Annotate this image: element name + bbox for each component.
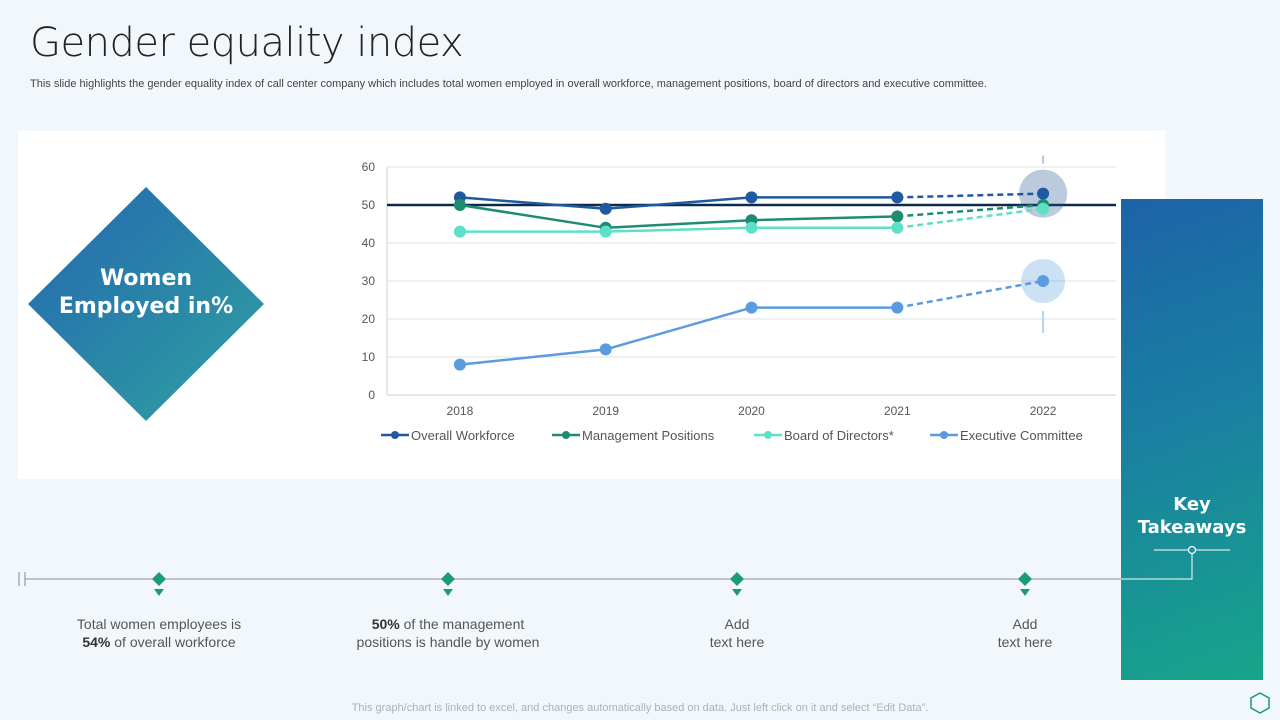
takeaway-1-line1: Total women employees is xyxy=(76,616,242,632)
series-line-board xyxy=(459,226,898,233)
takeaway-3-line1: Add xyxy=(724,616,750,632)
takeaway-2-line2: positions is handle by women xyxy=(356,634,540,650)
timeline-arrow-1 xyxy=(154,589,164,596)
takeaway-2-line1: 50% of the management xyxy=(338,615,558,633)
data-point-board xyxy=(745,221,758,234)
diamond-label: Women Employed in% xyxy=(28,265,264,321)
data-point-board xyxy=(599,225,612,238)
data-point-overall xyxy=(745,191,758,204)
data-point-overall xyxy=(891,191,904,204)
timeline-diamond-1 xyxy=(152,572,166,586)
series-line-overall xyxy=(459,196,898,211)
timeline-arrow-3 xyxy=(732,589,742,596)
series-forecast-management xyxy=(897,203,1044,218)
key-takeaways-line2: Takeaways xyxy=(1137,517,1247,538)
data-point-management xyxy=(891,210,904,223)
data-point-board xyxy=(891,221,904,234)
legend-marker-overall xyxy=(391,431,399,439)
timeline-diamond-3 xyxy=(730,572,744,586)
takeaway-2: 50% of the management positions is handl… xyxy=(338,615,558,651)
takeaway-1-rest: of overall workforce xyxy=(110,634,236,650)
takeaway-3-line2: text here xyxy=(709,634,765,650)
data-point-executive xyxy=(453,358,466,371)
footer-note: This graph/chart is linked to excel, and… xyxy=(351,702,929,714)
key-takeaways-panel xyxy=(1121,199,1263,680)
series-forecast-executive xyxy=(897,279,1044,309)
y-tick-label: 50 xyxy=(362,198,376,212)
takeaway-4: Add text here xyxy=(915,615,1135,651)
data-point-overall xyxy=(1037,187,1050,200)
legend-label-overall: Overall Workforce xyxy=(411,428,515,443)
y-tick-label: 20 xyxy=(362,312,376,326)
diamond-label-line1: Women xyxy=(99,266,193,291)
legend-marker-executive xyxy=(940,431,948,439)
takeaway-2-rest: of the management xyxy=(399,616,525,632)
page-subtitle: This slide highlights the gender equalit… xyxy=(30,78,987,90)
y-tick-label: 0 xyxy=(368,388,375,402)
timeline-diamond-2 xyxy=(441,572,455,586)
series-line-executive xyxy=(459,306,898,366)
legend-label-board: Board of Directors* xyxy=(784,428,894,443)
legend-label-management: Management Positions xyxy=(582,428,715,443)
data-point-executive xyxy=(891,301,904,314)
hexagon-icon xyxy=(1250,692,1270,714)
legend-marker-management xyxy=(562,431,570,439)
series-line-management xyxy=(459,203,898,230)
data-point-management xyxy=(453,199,466,211)
timeline-arrow-2 xyxy=(443,589,453,596)
y-tick-label: 10 xyxy=(362,350,376,364)
x-tick-label: 2019 xyxy=(592,404,619,418)
takeaway-4-line2: text here xyxy=(997,634,1053,650)
key-connector-line xyxy=(1121,550,1193,580)
x-tick-label: 2022 xyxy=(1030,404,1057,418)
women-employed-diamond xyxy=(28,187,264,421)
legend-label-executive: Executive Committee xyxy=(960,428,1083,443)
data-point-executive xyxy=(745,301,758,314)
data-point-executive xyxy=(599,343,612,356)
x-tick-label: 2018 xyxy=(447,404,474,418)
data-point-board xyxy=(453,225,466,238)
key-takeaways-line1: Key xyxy=(1173,494,1211,515)
series-forecast-board xyxy=(897,207,1044,230)
diamond-label-line2: Employed in% xyxy=(58,294,234,319)
takeaway-4-line1: Add xyxy=(1012,616,1038,632)
x-tick-label: 2020 xyxy=(738,404,765,418)
y-tick-label: 40 xyxy=(362,236,376,250)
key-takeaways-label: Key Takeaways xyxy=(1121,493,1263,539)
takeaway-1-line2: 54% of overall workforce xyxy=(49,633,269,651)
timeline-arrow-4 xyxy=(1020,589,1030,596)
page-title: Gender equality index xyxy=(30,20,464,66)
data-point-executive xyxy=(1037,275,1050,287)
takeaway-1-bold: 54% xyxy=(82,634,111,650)
data-point-board xyxy=(1037,202,1050,215)
y-tick-label: 60 xyxy=(362,160,376,174)
key-connector-dot xyxy=(1187,545,1197,555)
takeaway-1: Total women employees is 54% of overall … xyxy=(49,615,269,651)
y-tick-label: 30 xyxy=(362,274,376,288)
timeline-diamond-4 xyxy=(1018,572,1032,586)
series-forecast-overall xyxy=(897,192,1044,199)
data-point-overall xyxy=(599,202,612,215)
takeaway-2-bold: 50% xyxy=(371,616,400,632)
takeaway-3: Add text here xyxy=(627,615,847,651)
x-tick-label: 2021 xyxy=(884,404,911,418)
legend-marker-board xyxy=(764,431,772,439)
